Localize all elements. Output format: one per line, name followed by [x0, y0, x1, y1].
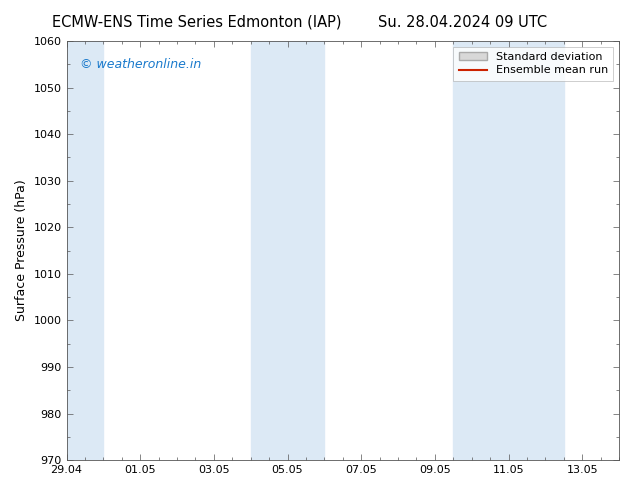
- Bar: [250, 41, 325, 460]
- Y-axis label: Surface Pressure (hPa): Surface Pressure (hPa): [15, 180, 28, 321]
- Bar: [453, 41, 564, 460]
- Bar: [67, 41, 103, 460]
- Text: © weatheronline.in: © weatheronline.in: [81, 58, 202, 71]
- Legend: Standard deviation, Ensemble mean run: Standard deviation, Ensemble mean run: [453, 47, 614, 81]
- Text: Su. 28.04.2024 09 UTC: Su. 28.04.2024 09 UTC: [378, 15, 547, 30]
- Text: ECMW-ENS Time Series Edmonton (IAP): ECMW-ENS Time Series Edmonton (IAP): [52, 15, 341, 30]
